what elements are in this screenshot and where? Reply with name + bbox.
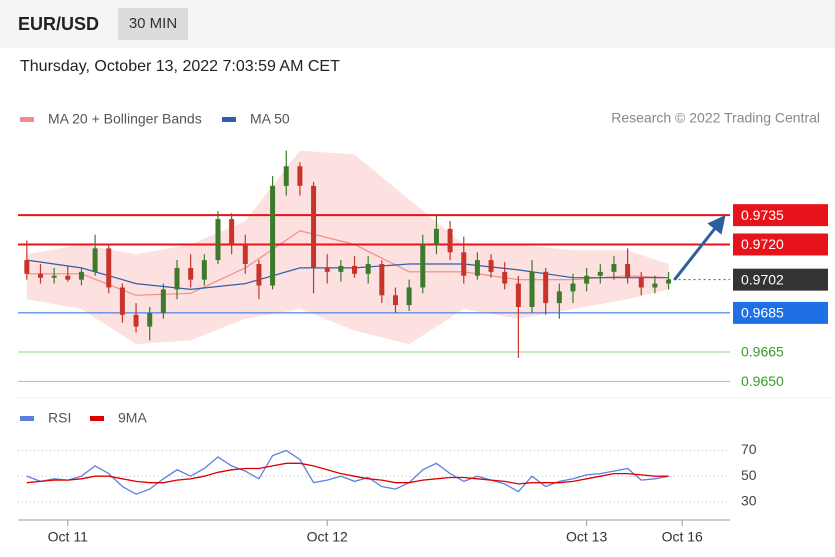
candle-body <box>611 264 617 272</box>
level-label-box <box>733 268 828 291</box>
candle-body <box>420 244 426 288</box>
candle-body <box>666 279 672 284</box>
candle-body <box>188 267 194 280</box>
y-tick-label: 70 <box>741 441 757 457</box>
level-label: 0.9685 <box>741 305 784 321</box>
candle-body <box>160 289 166 313</box>
candle-body <box>283 166 289 186</box>
candle-body <box>447 228 453 253</box>
x-tick-label: Oct 13 <box>566 529 607 545</box>
candle-body <box>37 273 43 278</box>
timestamp: Thursday, October 13, 2022 7:03:59 AM CE… <box>20 58 340 75</box>
candle-body <box>556 291 562 304</box>
candle-body <box>65 275 71 280</box>
candle-body <box>270 185 276 286</box>
level-label: 0.9702 <box>741 271 784 287</box>
candle-body <box>515 283 521 308</box>
candle-body <box>297 166 303 186</box>
candle-body <box>352 265 358 274</box>
legend-label: MA 50 <box>250 111 290 127</box>
candle-body <box>51 275 57 278</box>
symbol: EUR/USD <box>18 14 100 34</box>
candle-body <box>311 185 317 268</box>
candle-body <box>106 248 112 288</box>
x-tick-label: Oct 12 <box>307 529 348 545</box>
legend-swatch <box>20 416 34 421</box>
candle-body <box>625 264 631 278</box>
candle-body <box>488 260 494 272</box>
candle-body <box>133 314 139 327</box>
level-label-box <box>733 301 828 324</box>
candle-body <box>543 271 549 304</box>
candle-body <box>584 275 590 284</box>
candle-body <box>652 283 658 288</box>
series-line <box>26 449 669 495</box>
level-label: 0.9665 <box>741 344 784 360</box>
candle-body <box>256 264 262 286</box>
candle-body <box>502 271 508 284</box>
candle-body <box>324 267 330 272</box>
legend-swatch <box>222 117 236 122</box>
legend-swatch <box>20 117 34 122</box>
candle-body <box>242 244 248 265</box>
series-line <box>26 462 669 485</box>
candle-body <box>201 260 207 280</box>
candle-body <box>338 265 344 272</box>
legend-label: RSI <box>48 410 71 426</box>
interval-button[interactable]: 30 MIN <box>118 8 188 40</box>
candle-body <box>78 271 84 280</box>
forecast-arrow <box>673 214 726 281</box>
candle-body <box>638 277 644 288</box>
source: Research © 2022 Trading Central <box>611 110 820 126</box>
level-label: 0.9720 <box>741 236 784 252</box>
candle-body <box>379 264 385 296</box>
candle-body <box>529 271 535 308</box>
level-label: 0.9735 <box>741 207 784 223</box>
candle-body <box>229 219 235 245</box>
candle-body <box>24 260 30 274</box>
legend-swatch <box>90 416 104 421</box>
legend-label: MA 20 + Bollinger Bands <box>48 111 202 127</box>
candle-body <box>570 283 576 292</box>
candle-body <box>433 228 439 245</box>
level-label-box <box>733 233 828 256</box>
candle-body <box>597 271 603 276</box>
candle-body <box>119 287 125 315</box>
legend-label: 9MA <box>118 410 147 426</box>
bollinger-band <box>26 150 669 345</box>
candle-body <box>365 264 371 274</box>
level-label-box <box>733 204 828 227</box>
candle-body <box>461 252 467 276</box>
candle-body <box>92 248 98 272</box>
level-label: 0.9650 <box>741 373 784 389</box>
y-tick-label: 50 <box>741 467 757 483</box>
candle-body <box>215 219 221 261</box>
candle-body <box>174 267 180 290</box>
candle-body <box>147 312 153 327</box>
y-tick-label: 30 <box>741 493 757 509</box>
candle-body <box>392 295 398 306</box>
x-tick-label: Oct 16 <box>662 529 703 545</box>
candle-body <box>406 287 412 306</box>
x-tick-label: Oct 11 <box>48 529 88 545</box>
candle-body <box>474 260 480 276</box>
